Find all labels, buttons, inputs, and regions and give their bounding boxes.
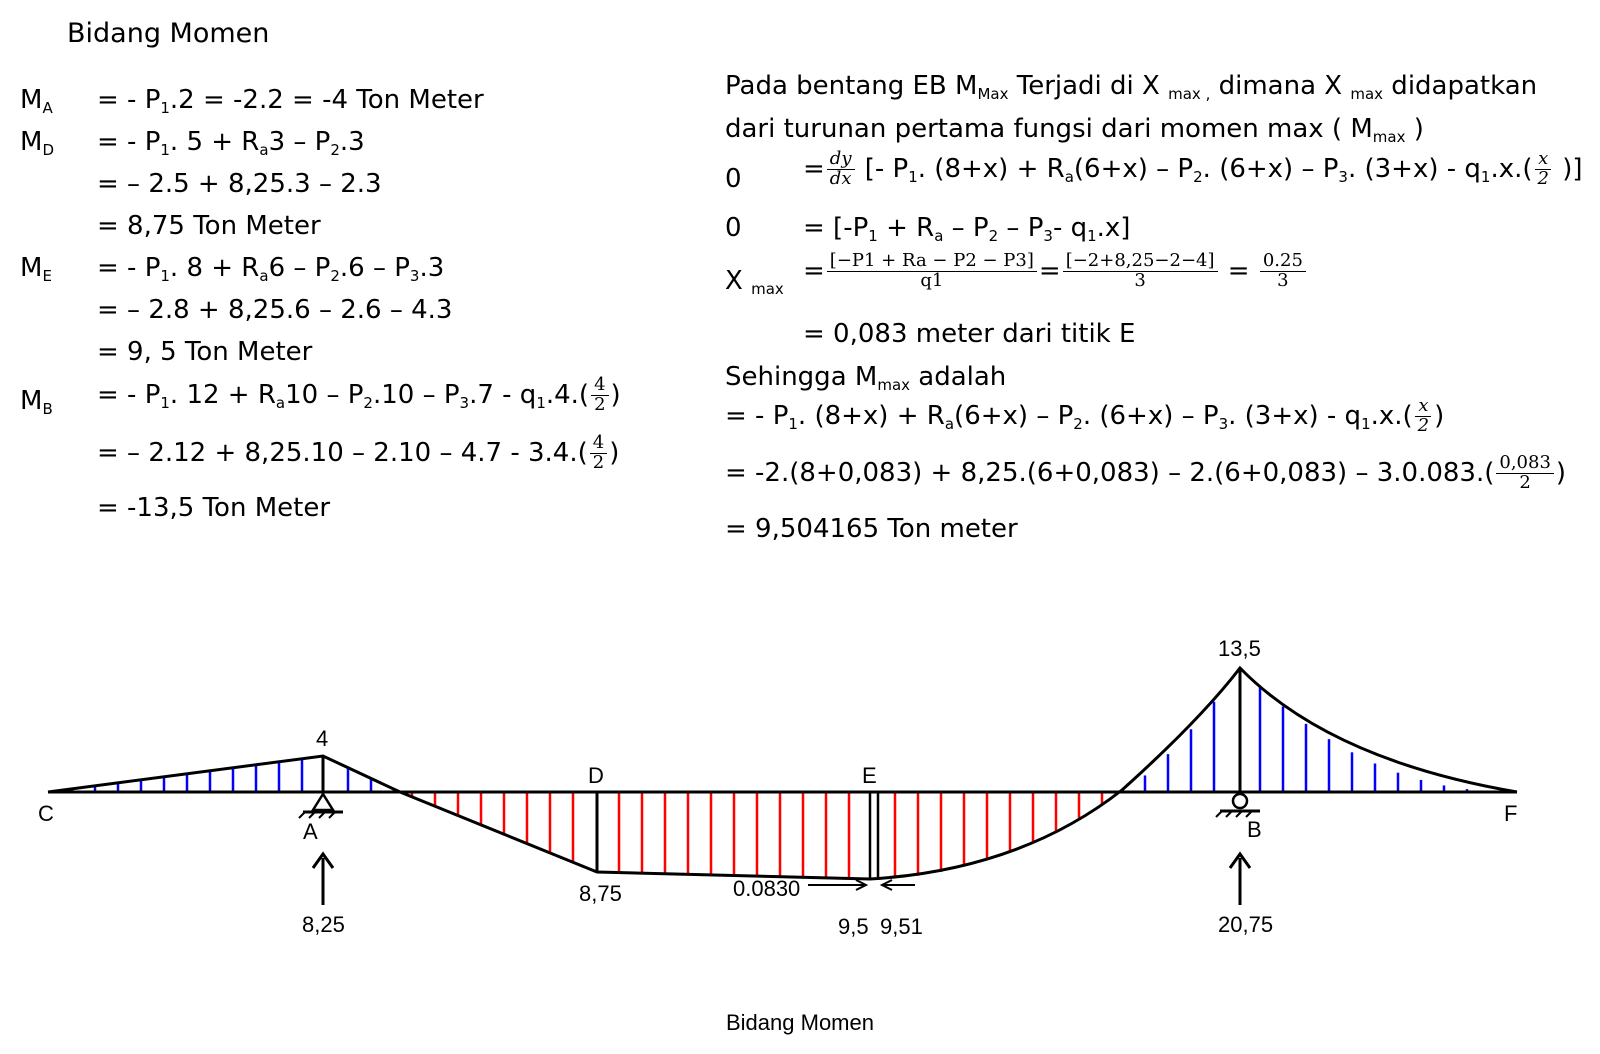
moment-curve xyxy=(47,665,1518,881)
page-heading: Bidang Momen xyxy=(67,18,270,49)
mb-equation-2: = – 2.12 + 8,25.10 – 2.10 – 4.7 - 3.4.(4… xyxy=(97,432,620,473)
xmax-result: = 0,083 meter dari titik E xyxy=(803,319,1136,349)
value-md: 8,75 xyxy=(579,881,622,906)
reaction-arrow-a xyxy=(311,851,335,905)
intro-line-2: dari turunan pertama fungsi dari momen m… xyxy=(725,114,1424,146)
label-d: D xyxy=(588,763,604,788)
md-equation-2: = – 2.5 + 8,25.3 – 2.3 xyxy=(97,169,382,199)
value-mmax: 9,51 xyxy=(880,914,923,939)
ma-label: MA xyxy=(20,85,53,117)
mmax-result: = 9,504165 Ton meter xyxy=(725,514,1018,544)
reaction-arrow-b xyxy=(1228,851,1252,905)
negative-hatch-lines xyxy=(410,792,1104,879)
label-a: A xyxy=(303,819,318,844)
xmax-fraction-2: [−2+8,25−2−4] 3 xyxy=(1062,251,1218,291)
moment-diagram: C A D E B F 4 13,5 8,75 0.0830 9,5 9,51 … xyxy=(38,636,1518,939)
value-me: 9,5 xyxy=(838,914,869,939)
md-result: = 8,75 Ton Meter xyxy=(97,211,321,241)
mb-result: = -13,5 Ton Meter xyxy=(97,493,331,523)
mb-label: MB xyxy=(20,386,53,418)
me-result: = 9, 5 Ton Meter xyxy=(97,337,313,367)
dy-dx-fraction: dy dx xyxy=(826,149,855,189)
roller-support-b xyxy=(1215,792,1260,818)
xmax-fraction-1: [−P1 + Ra − P2 − P3] q1 xyxy=(826,251,1037,291)
zero-1: 0 xyxy=(725,164,742,194)
positive-hatch-lines xyxy=(70,686,1492,792)
x-value-fraction: 0,083 2 xyxy=(1496,453,1554,493)
xmax-equation: = [−P1 + Ra − P2 − P3] q1 = [−2+8,25−2−4] 3 =… xyxy=(803,251,1308,291)
sehingga-line: Sehingga Mmax adalah xyxy=(725,362,1007,394)
derivative-equation: = dy dx [- P1. (8+x) + Ra(6+x) – P2. (6+x)… xyxy=(803,148,1583,189)
intro-line-1: Pada bentang EB MMax Terjadi di X max , … xyxy=(725,71,1538,103)
label-f: F xyxy=(1504,801,1517,826)
pin-support-a xyxy=(298,791,343,819)
label-c: C xyxy=(38,801,54,826)
mmax-equation: = - P1. (8+x) + Ra(6+x) – P2. (6+x) – P3… xyxy=(725,395,1445,436)
value-xmax: 0.0830 xyxy=(733,876,800,901)
value-mb: 13,5 xyxy=(1218,636,1261,661)
md-equation-1: = - P1. 5 + Ra3 – P2.3 xyxy=(97,127,365,159)
value-ra: 8,25 xyxy=(302,912,345,937)
value-ma: 4 xyxy=(316,726,328,751)
ma-equation: = - P1.2 = -2.2 = -4 Ton Meter xyxy=(97,85,484,117)
me-label: ME xyxy=(20,253,52,285)
mb-equation-1: = - P1. 12 + Ra10 – P2.10 – P3.7 - q1.4.… xyxy=(97,374,621,415)
xmax-dimension xyxy=(808,879,915,891)
me-equation-2: = – 2.8 + 8,25.6 – 2.6 – 4.3 xyxy=(97,295,453,325)
xmax-label: X max xyxy=(725,266,784,298)
label-e: E xyxy=(862,763,877,788)
me-equation-1: = - P1. 8 + Ra6 – P2.6 – P3.3 xyxy=(97,253,445,285)
zero-2: 0 xyxy=(725,213,742,243)
label-b: B xyxy=(1247,817,1262,842)
value-rb: 20,75 xyxy=(1218,912,1273,937)
simplified-equation: = [-P1 + Ra – P2 – P3- q1.x] xyxy=(803,213,1131,245)
mmax-substitution: = -2.(8+0,083) + 8,25.(6+0,083) – 2.(6+0… xyxy=(725,452,1567,493)
md-label: MD xyxy=(20,127,54,159)
diagram-caption: Bidang Momen xyxy=(726,1010,874,1035)
xmax-fraction-3: 0.25 3 xyxy=(1259,251,1306,291)
